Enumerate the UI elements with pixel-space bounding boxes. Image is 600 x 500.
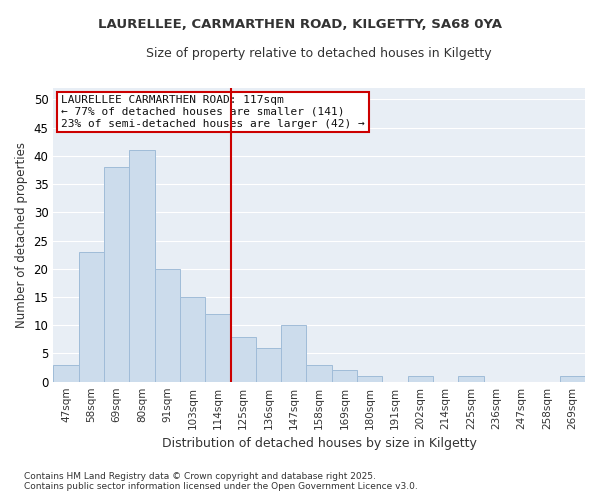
Bar xyxy=(307,364,332,382)
Bar xyxy=(560,376,585,382)
Bar xyxy=(79,252,104,382)
Bar xyxy=(408,376,433,382)
Text: LAURELLEE CARMARTHEN ROAD: 117sqm
← 77% of detached houses are smaller (141)
23%: LAURELLEE CARMARTHEN ROAD: 117sqm ← 77% … xyxy=(61,96,365,128)
Bar xyxy=(458,376,484,382)
Bar xyxy=(129,150,155,382)
Bar xyxy=(281,325,307,382)
Y-axis label: Number of detached properties: Number of detached properties xyxy=(15,142,28,328)
Text: Contains public sector information licensed under the Open Government Licence v3: Contains public sector information licen… xyxy=(24,482,418,491)
Text: LAURELLEE, CARMARTHEN ROAD, KILGETTY, SA68 0YA: LAURELLEE, CARMARTHEN ROAD, KILGETTY, SA… xyxy=(98,18,502,30)
Bar xyxy=(230,336,256,382)
Bar xyxy=(357,376,382,382)
Bar xyxy=(205,314,230,382)
Bar xyxy=(180,297,205,382)
Bar xyxy=(53,364,79,382)
Bar xyxy=(256,348,281,382)
Bar xyxy=(332,370,357,382)
Bar xyxy=(155,268,180,382)
Bar xyxy=(104,167,129,382)
X-axis label: Distribution of detached houses by size in Kilgetty: Distribution of detached houses by size … xyxy=(162,437,476,450)
Text: Contains HM Land Registry data © Crown copyright and database right 2025.: Contains HM Land Registry data © Crown c… xyxy=(24,472,376,481)
Title: Size of property relative to detached houses in Kilgetty: Size of property relative to detached ho… xyxy=(146,48,492,60)
